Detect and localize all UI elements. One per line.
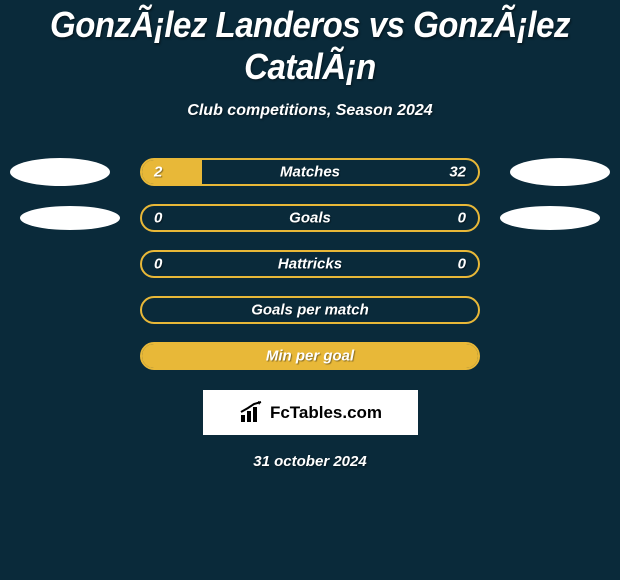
player-right-marker <box>510 158 610 186</box>
stat-row: 00Goals <box>0 204 620 232</box>
stat-row: Goals per match <box>0 296 620 324</box>
player-right-marker <box>500 206 600 230</box>
stat-bar: Min per goal <box>140 342 480 370</box>
stat-bar: 232Matches <box>140 158 480 186</box>
date-label: 31 october 2024 <box>0 453 620 470</box>
stat-label: Min per goal <box>142 348 478 365</box>
page-title: GonzÃ¡lez Landeros vs GonzÃ¡lez CatalÃ¡n <box>0 4 620 88</box>
stat-bar: 00Goals <box>140 204 480 232</box>
comparison-card: GonzÃ¡lez Landeros vs GonzÃ¡lez CatalÃ¡n… <box>0 0 620 470</box>
stat-bar: Goals per match <box>140 296 480 324</box>
stat-label: Goals per match <box>142 302 478 319</box>
stat-label: Hattricks <box>142 256 478 273</box>
subtitle: Club competitions, Season 2024 <box>0 102 620 120</box>
stats-list: 232Matches 00Goals 00Hattricks Goals per ma… <box>0 158 620 370</box>
chart-icon <box>238 401 266 425</box>
player-left-marker <box>20 206 120 230</box>
stat-label: Matches <box>142 164 478 181</box>
stat-label: Goals <box>142 210 478 227</box>
stat-row: 00Hattricks <box>0 250 620 278</box>
stat-row: 232Matches <box>0 158 620 186</box>
stat-row: Min per goal <box>0 342 620 370</box>
logo-box[interactable]: FcTables.com <box>203 390 418 435</box>
stat-bar: 00Hattricks <box>140 250 480 278</box>
logo-text: FcTables.com <box>270 403 382 423</box>
player-left-marker <box>10 158 110 186</box>
